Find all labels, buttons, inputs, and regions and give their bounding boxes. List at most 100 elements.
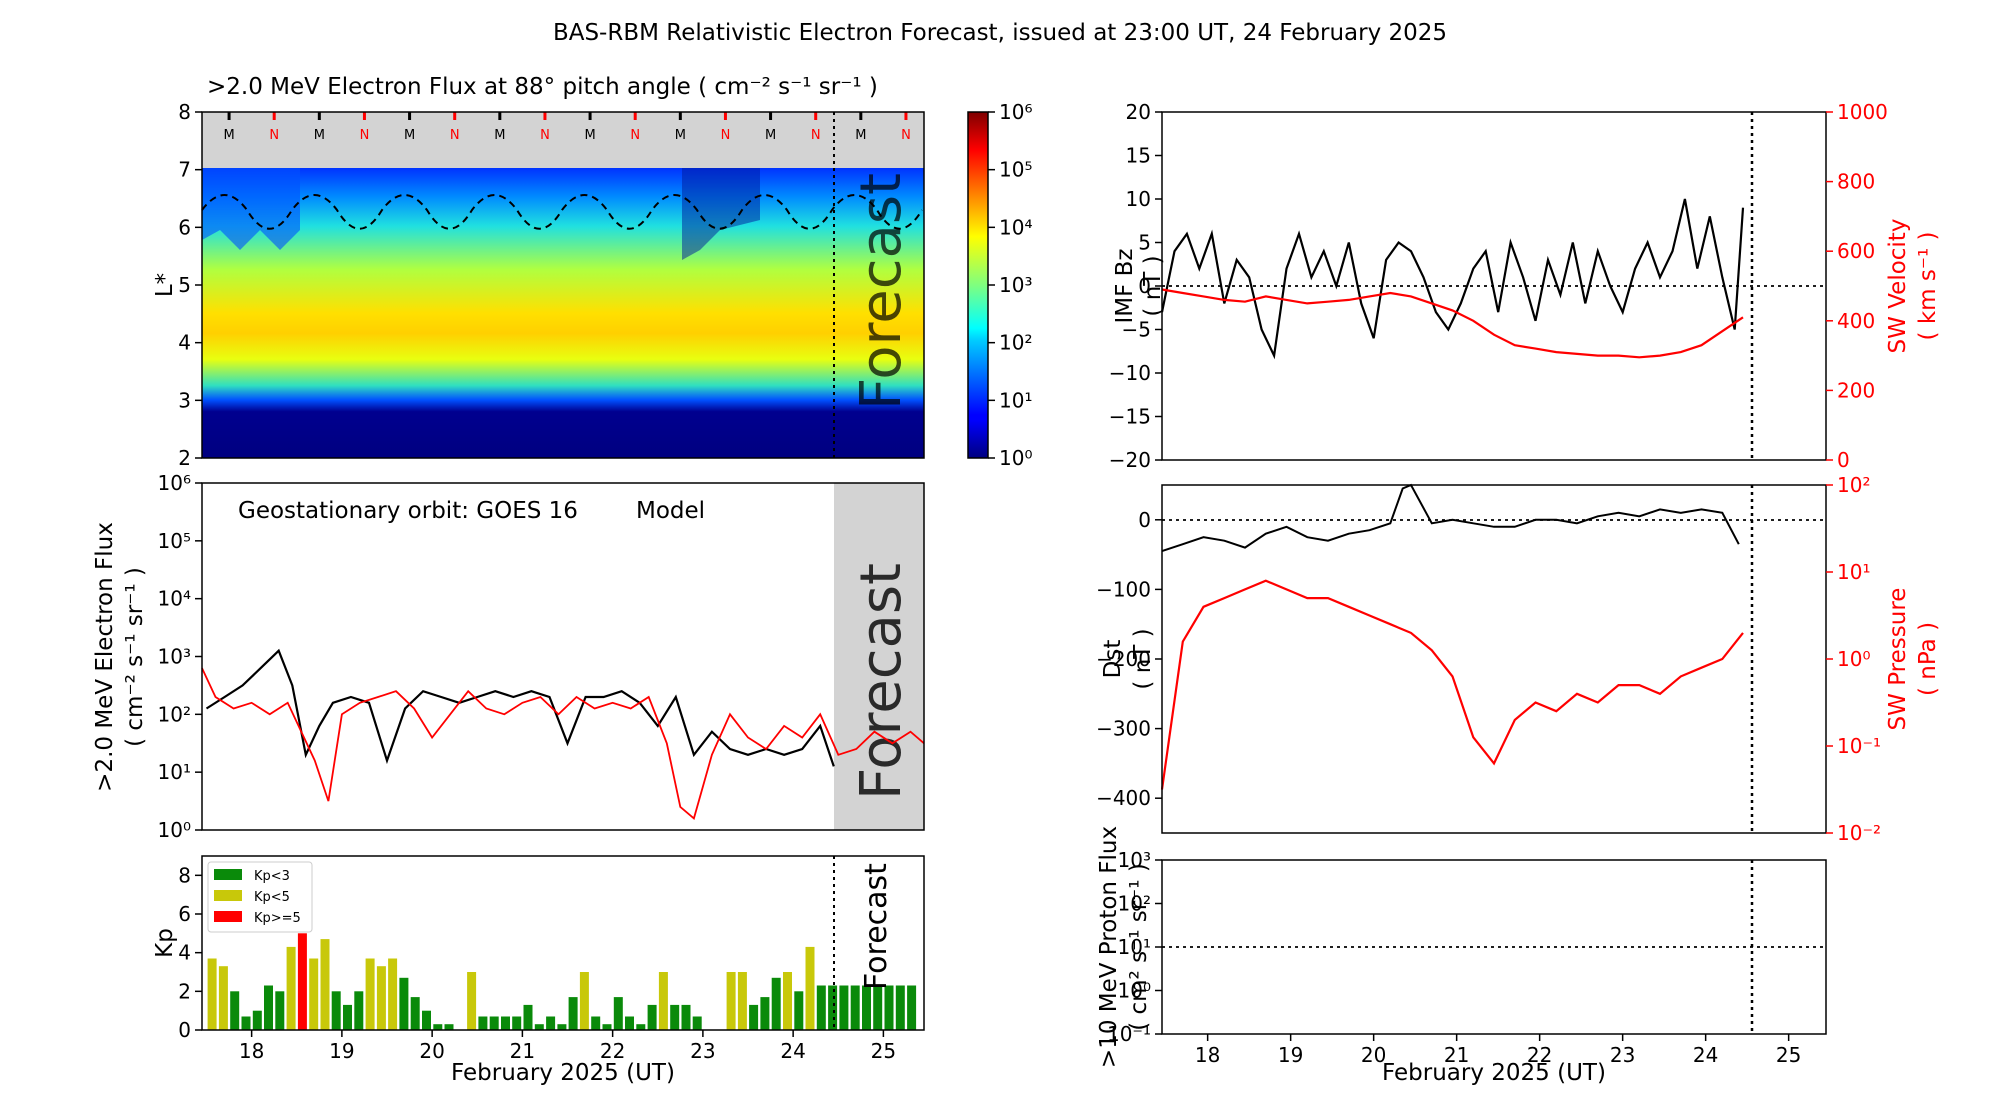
x-tick-label: 22: [1527, 1043, 1552, 1067]
kp-bar: [376, 966, 386, 1030]
kp-bar: [557, 1024, 567, 1030]
kp-bar: [625, 1016, 634, 1030]
y-tick-label: 7: [178, 158, 191, 182]
kp-bar: [523, 1004, 533, 1030]
kp-bar: [737, 972, 747, 1030]
kp-frame: [201, 855, 925, 1031]
y-tick-label: 10⁶: [999, 100, 1032, 124]
y-tick-label: 15: [1126, 144, 1151, 168]
y-tick-label: 10⁴: [158, 587, 191, 611]
mlt-label: N: [450, 128, 460, 143]
kp-bar: [873, 985, 883, 1030]
y-tick-label: 0: [1837, 448, 1850, 472]
x-tick-label: 20: [1361, 1043, 1386, 1067]
sw-velocity-line: [1161, 288, 1744, 359]
goes-legend-text: Geostationary orbit: GOES 16: [238, 498, 578, 524]
figure-title: BAS-RBM Relativistic Electron Forecast, …: [553, 20, 1447, 46]
right-xticks: 18 19 20 21 22 23 24 25: [1195, 1034, 1801, 1067]
colorbar: [967, 111, 989, 459]
kp-bar: [489, 1016, 499, 1030]
sw-pressure-line: [1160, 579, 1744, 790]
y-tick-label: 20: [1126, 100, 1151, 124]
dst-line: [1161, 483, 1740, 553]
y-tick-label: 6: [178, 215, 191, 239]
dst-yticks: −400 −300 −200 −100 0 10⁻² 10⁻¹ 10⁰ 10¹ 10²: [1096, 473, 1881, 845]
mlt-label: M: [404, 128, 415, 143]
kp-bar: [297, 933, 307, 1030]
kp-bar: [692, 1016, 702, 1030]
goes-forecast-band: [834, 483, 924, 830]
goes-flux-panel: Forecast Geostationary orbit: GOES 16 Mo…: [92, 471, 925, 842]
kp-bar: [783, 972, 792, 1030]
kp-bar: [501, 1016, 510, 1030]
flux-map-forecast-label: Forecast: [849, 173, 914, 410]
kp-bar: [805, 946, 815, 1030]
kp-legend-low: Kp<3: [254, 869, 290, 884]
y-tick-label: 10⁻¹: [1837, 734, 1881, 758]
kp-bar: [591, 1016, 601, 1030]
y-tick-label: 10⁰: [158, 818, 191, 842]
x-tick-label: 18: [1195, 1043, 1220, 1067]
kp-yticks: 0 2 4 6 8: [178, 863, 202, 1042]
flux-map-yticks: 2 3 4 5 6 7 8: [178, 100, 202, 470]
y-tick-label: −20: [1109, 448, 1151, 472]
kp-bar: [478, 1016, 488, 1030]
y-tick-label: 10²: [999, 331, 1032, 355]
x-tick-label: 21: [510, 1039, 535, 1063]
x-tick-label: 23: [690, 1039, 715, 1063]
goes-observed-line: [205, 648, 835, 767]
kp-bar: [343, 1004, 352, 1030]
y-tick-label: 200: [1837, 378, 1875, 402]
y-tick-label: 600: [1837, 239, 1875, 263]
goes-legend-model: Model: [636, 498, 705, 524]
y-tick-label: −10: [1109, 361, 1151, 385]
y-tick-label: 6: [178, 902, 191, 926]
kp-bar: [546, 1016, 556, 1030]
kp-bar: [252, 1010, 262, 1030]
y-tick-label: 10¹: [1837, 560, 1870, 584]
kp-bar: [512, 1016, 522, 1030]
flux-map-panel: >2.0 MeV Electron Flux at 88° pitch angl…: [152, 74, 1032, 470]
goes-yticks: 10⁰ 10¹ 10² 10³ 10⁴ 10⁵ 10⁶: [158, 471, 202, 842]
kp-bar: [726, 972, 736, 1030]
x-tick-label: 19: [329, 1039, 354, 1063]
proton-panel: 10⁻¹ 10⁰ 10¹ 10² 10³ 18 19 20 21 22 23 24 25 >10 Me…: [1096, 826, 1827, 1086]
proton-yticks: 10⁻¹ 10⁰ 10¹ 10² 10³: [1107, 848, 1162, 1046]
kp-bar: [658, 972, 668, 1030]
y-tick-label: 2: [178, 979, 191, 1003]
flux-map-early-structure: [202, 168, 300, 250]
dst-panel: −400 −300 −200 −100 0 10⁻² 10⁻¹ 10⁰ 10¹ 10² Dst (…: [1096, 473, 1941, 845]
y-tick-label: 10³: [1118, 848, 1151, 872]
kp-bar: [749, 1004, 759, 1030]
right-xlabel: February 2025 (UT): [1382, 1060, 1606, 1086]
x-tick-label: 24: [780, 1039, 805, 1063]
y-tick-label: 10⁰: [1837, 647, 1870, 671]
y-tick-label: 10²: [1837, 473, 1870, 497]
goes-forecast-label: Forecast: [849, 563, 914, 800]
dst-ylabel: Dst: [1100, 640, 1126, 679]
y-tick-label: 10²: [158, 702, 191, 726]
mlt-label: N: [901, 128, 911, 143]
kp-bar: [602, 1024, 612, 1030]
y-tick-label: 10⁻¹: [1107, 1022, 1151, 1046]
x-tick-label: 23: [1610, 1043, 1635, 1067]
mlt-label: N: [630, 128, 640, 143]
dst-y2label-unit: ( nPa ): [1915, 622, 1941, 696]
kp-bar: [354, 991, 364, 1030]
flux-map-heatmap: [202, 168, 924, 458]
y-tick-label: −300: [1096, 717, 1151, 741]
kp-legend-high: Kp>=5: [254, 911, 301, 926]
y-tick-label: 0: [178, 1018, 191, 1042]
kp-bar: [433, 1024, 443, 1030]
kp-bar: [907, 985, 917, 1030]
x-tick-label: 25: [871, 1039, 896, 1063]
y-tick-label: 0: [1138, 274, 1151, 298]
mlt-label: M: [855, 128, 866, 143]
y-tick-label: 3: [178, 388, 191, 412]
y-tick-label: −400: [1096, 786, 1151, 810]
kp-bar: [399, 977, 409, 1030]
x-tick-label: 19: [1278, 1043, 1303, 1067]
